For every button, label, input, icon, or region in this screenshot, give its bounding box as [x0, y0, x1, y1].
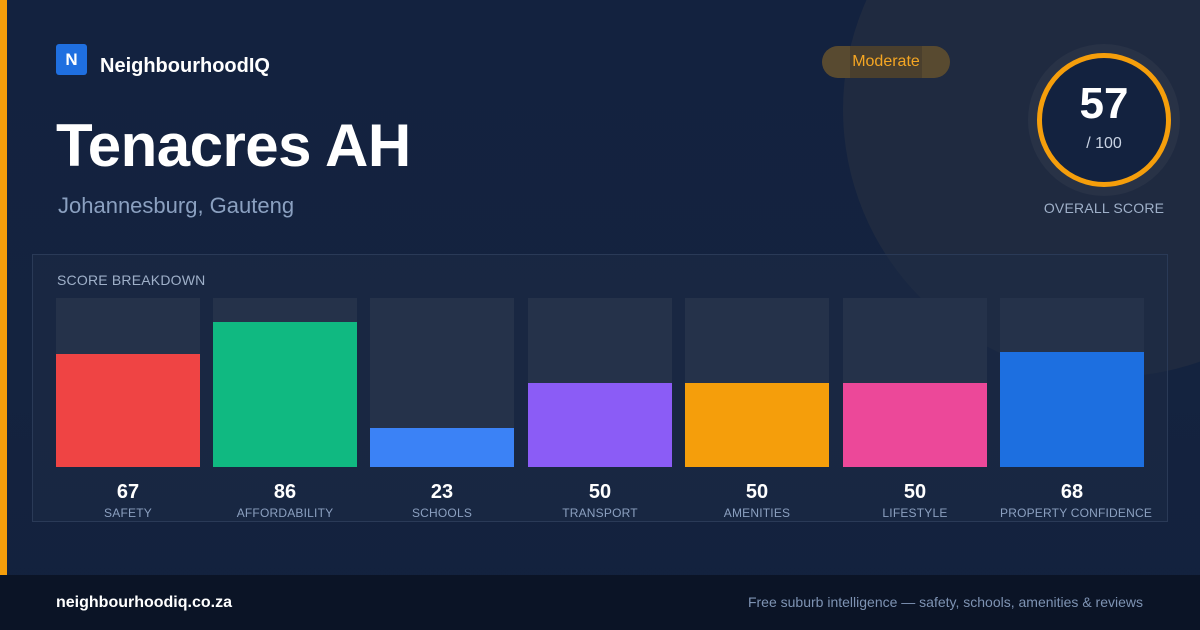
bar-value: 50: [903, 481, 927, 503]
bar-fill-transport: [528, 382, 672, 467]
bar-label: SAFETY: [104, 506, 152, 520]
score-breakdown-panel: SCORE BREAKDOWN 67 SAFETY 86 AFFORDABILI…: [32, 254, 1168, 522]
bar-label: AFFORDABILITY: [236, 506, 334, 520]
rating-badge-label: Moderate: [852, 53, 920, 70]
bar-label: TRANSPORT: [562, 506, 638, 520]
overall-score-label: OVERALL SCORE: [1043, 200, 1165, 216]
bar-label: PROPERTY CONFIDENCE: [1000, 506, 1153, 520]
bar-track: [1000, 298, 1144, 467]
bar-track: [213, 298, 357, 467]
bar-label: LIFESTYLE: [882, 506, 948, 520]
bar-value: 50: [745, 481, 769, 503]
bar-track: [685, 298, 829, 467]
bar-value: 67: [116, 481, 140, 503]
overall-score-ring: 57 / 100: [1028, 44, 1180, 196]
bar-column-transport: 50 TRANSPORT: [528, 298, 672, 520]
bar-column-lifestyle: 50 LIFESTYLE: [843, 298, 987, 520]
overall-score-value: 57: [1079, 79, 1129, 128]
bar-track: [843, 298, 987, 467]
footer-url[interactable]: neighbourhoodiq.co.za: [56, 594, 232, 611]
suburb-title: Tenacres AH: [56, 112, 411, 179]
bar-track: [528, 298, 672, 467]
overall-score-circle: 57 / 100: [1037, 53, 1171, 187]
bar-label: SCHOOLS: [411, 506, 473, 520]
brand-logo-icon: N: [56, 44, 87, 75]
overall-score-max: / 100: [1086, 135, 1122, 152]
bar-fill-safety: [56, 353, 200, 467]
bar-track: [56, 298, 200, 467]
rating-badge: Moderate: [822, 46, 950, 78]
bar-column-amenities: 50 AMENITIES: [685, 298, 829, 520]
bar-value: 23: [430, 481, 454, 503]
bar-value: 86: [273, 481, 297, 503]
breakdown-title: SCORE BREAKDOWN: [57, 272, 206, 288]
bar-fill-affordability: [213, 321, 357, 467]
brand: N NeighbourhoodIQ: [56, 44, 270, 78]
bar-label: AMENITIES: [723, 506, 791, 520]
suburb-location: Johannesburg, Gauteng: [58, 193, 295, 218]
bar-fill-schools: [370, 428, 514, 467]
bar-value: 68: [1060, 481, 1084, 503]
bar-column-safety: 67 SAFETY: [56, 298, 200, 520]
footer-tagline: Free suburb intelligence — safety, schoo…: [747, 594, 1143, 610]
accent-bar: [0, 0, 7, 575]
footer: neighbourhoodiq.co.za Free suburb intell…: [0, 575, 1200, 630]
bar-fill-property-confidence: [1000, 352, 1144, 467]
bar-track: [370, 298, 514, 467]
bar-fill-lifestyle: [843, 382, 987, 467]
bar-column-affordability: 86 AFFORDABILITY: [213, 298, 357, 520]
bar-fill-amenities: [685, 382, 829, 467]
bar-value: 50: [588, 481, 612, 503]
brand-name: NeighbourhoodIQ: [100, 55, 270, 77]
bar-column-schools: 23 SCHOOLS: [370, 298, 514, 520]
bar-column-property-confidence: 68 PROPERTY CONFIDENCE: [1000, 298, 1153, 520]
